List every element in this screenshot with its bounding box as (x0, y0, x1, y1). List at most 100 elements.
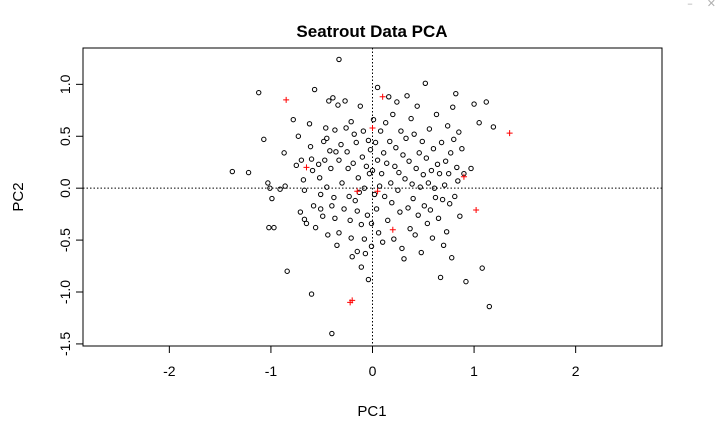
scatter-point (376, 183, 383, 189)
scatter-point (308, 291, 315, 297)
scatter-point (293, 162, 300, 169)
scatter-point (256, 89, 262, 96)
scatter-point (450, 104, 456, 110)
scatter-point (419, 138, 425, 145)
scatter-point (394, 99, 400, 105)
scatter-point (385, 217, 391, 224)
y-axis-label: PC2 (10, 182, 27, 211)
scatter-point (329, 330, 335, 337)
scatter-point (393, 144, 399, 151)
scatter-point (317, 206, 324, 212)
scatter-point (449, 255, 455, 261)
scatter-point (414, 103, 420, 109)
scatter-point (344, 149, 350, 155)
scatter-point (490, 124, 497, 130)
scatter-point (331, 194, 337, 201)
scatter-point (442, 158, 449, 164)
scatter-point (317, 191, 324, 198)
scatter-point (378, 170, 385, 177)
scatter-point (281, 150, 287, 156)
scatter-point (368, 220, 375, 227)
scatter-point (411, 131, 417, 137)
chart-title: Seatrout Data PCA (296, 22, 447, 41)
y-tick-label: 0.0 (57, 178, 73, 198)
x-tick-label: -1 (265, 363, 278, 379)
scatter-point-plus (460, 173, 467, 180)
scatter-point (360, 128, 367, 134)
scatter-point (431, 185, 438, 191)
close-icon[interactable]: ✕ (706, 0, 716, 10)
scatter-point (343, 125, 349, 131)
scatter-point (406, 158, 412, 164)
scatter-point (483, 99, 489, 105)
scatter-point (400, 152, 406, 158)
scatter-point (349, 254, 355, 260)
scatter-point (427, 207, 434, 213)
scatter-point (389, 200, 395, 206)
scatter-point (351, 131, 357, 137)
scatter-point (329, 203, 335, 209)
scatter-point-plus (283, 96, 290, 103)
scatter-point (439, 196, 446, 203)
scatter-point (413, 165, 419, 172)
scatter-point (300, 177, 307, 183)
scatter-point (451, 136, 457, 143)
scatter-point (320, 213, 326, 219)
scatter-point (366, 170, 373, 177)
scatter-point (332, 215, 338, 221)
scatter-point (452, 193, 458, 200)
minimize-icon[interactable]: – (687, 0, 693, 10)
y-tick-label: -0.5 (57, 228, 73, 252)
scatter-point (388, 180, 394, 186)
scatter-point (354, 208, 360, 214)
scatter-point (408, 115, 414, 122)
scatter-point (301, 187, 308, 193)
scatter-point-plus (506, 130, 513, 137)
scatter-point (421, 203, 428, 209)
scatter-point (390, 111, 396, 118)
scatter-point (365, 137, 372, 144)
scatter-point-plus (374, 188, 381, 195)
scatter-point (368, 243, 375, 250)
scatter-point (395, 187, 401, 193)
scatter-point (267, 185, 273, 191)
scatter-point (404, 93, 410, 99)
scatter-point (432, 194, 439, 201)
scatter-point (308, 156, 315, 162)
scatter-point (402, 176, 408, 182)
scatter-point (415, 212, 421, 218)
scatter-point (342, 98, 348, 104)
scatter-point-plus (473, 206, 480, 213)
scatter-point (444, 123, 451, 129)
window-controls: – ✕ (687, 0, 716, 10)
scatter-point (416, 150, 422, 156)
scatter-point (392, 163, 398, 170)
scatter-point (423, 155, 430, 161)
scatter-point (372, 139, 379, 146)
scatter-point (373, 206, 380, 212)
scatter-point (301, 216, 308, 223)
scatter-point (355, 175, 361, 181)
scatter-point (347, 217, 353, 224)
scatter-point (348, 119, 354, 125)
x-tick-label: 1 (470, 363, 478, 379)
scatter-point (284, 268, 290, 274)
scatter-point (426, 126, 433, 132)
scatter-point (457, 213, 463, 219)
scatter-point (433, 111, 440, 118)
scatter-point (412, 232, 418, 238)
scatter-point (436, 170, 443, 177)
scatter-point (297, 209, 304, 215)
scatter-point (476, 120, 482, 126)
scatter-point (425, 180, 432, 186)
scatter-point (310, 203, 317, 209)
scatter-point (345, 165, 351, 172)
scatter-point (409, 181, 415, 187)
scatter-point (332, 127, 338, 133)
scatter-point (386, 94, 392, 100)
scatter-point (324, 135, 330, 142)
scatter-point (380, 150, 387, 156)
scatter-point (447, 201, 453, 207)
scatter-point (326, 98, 332, 104)
